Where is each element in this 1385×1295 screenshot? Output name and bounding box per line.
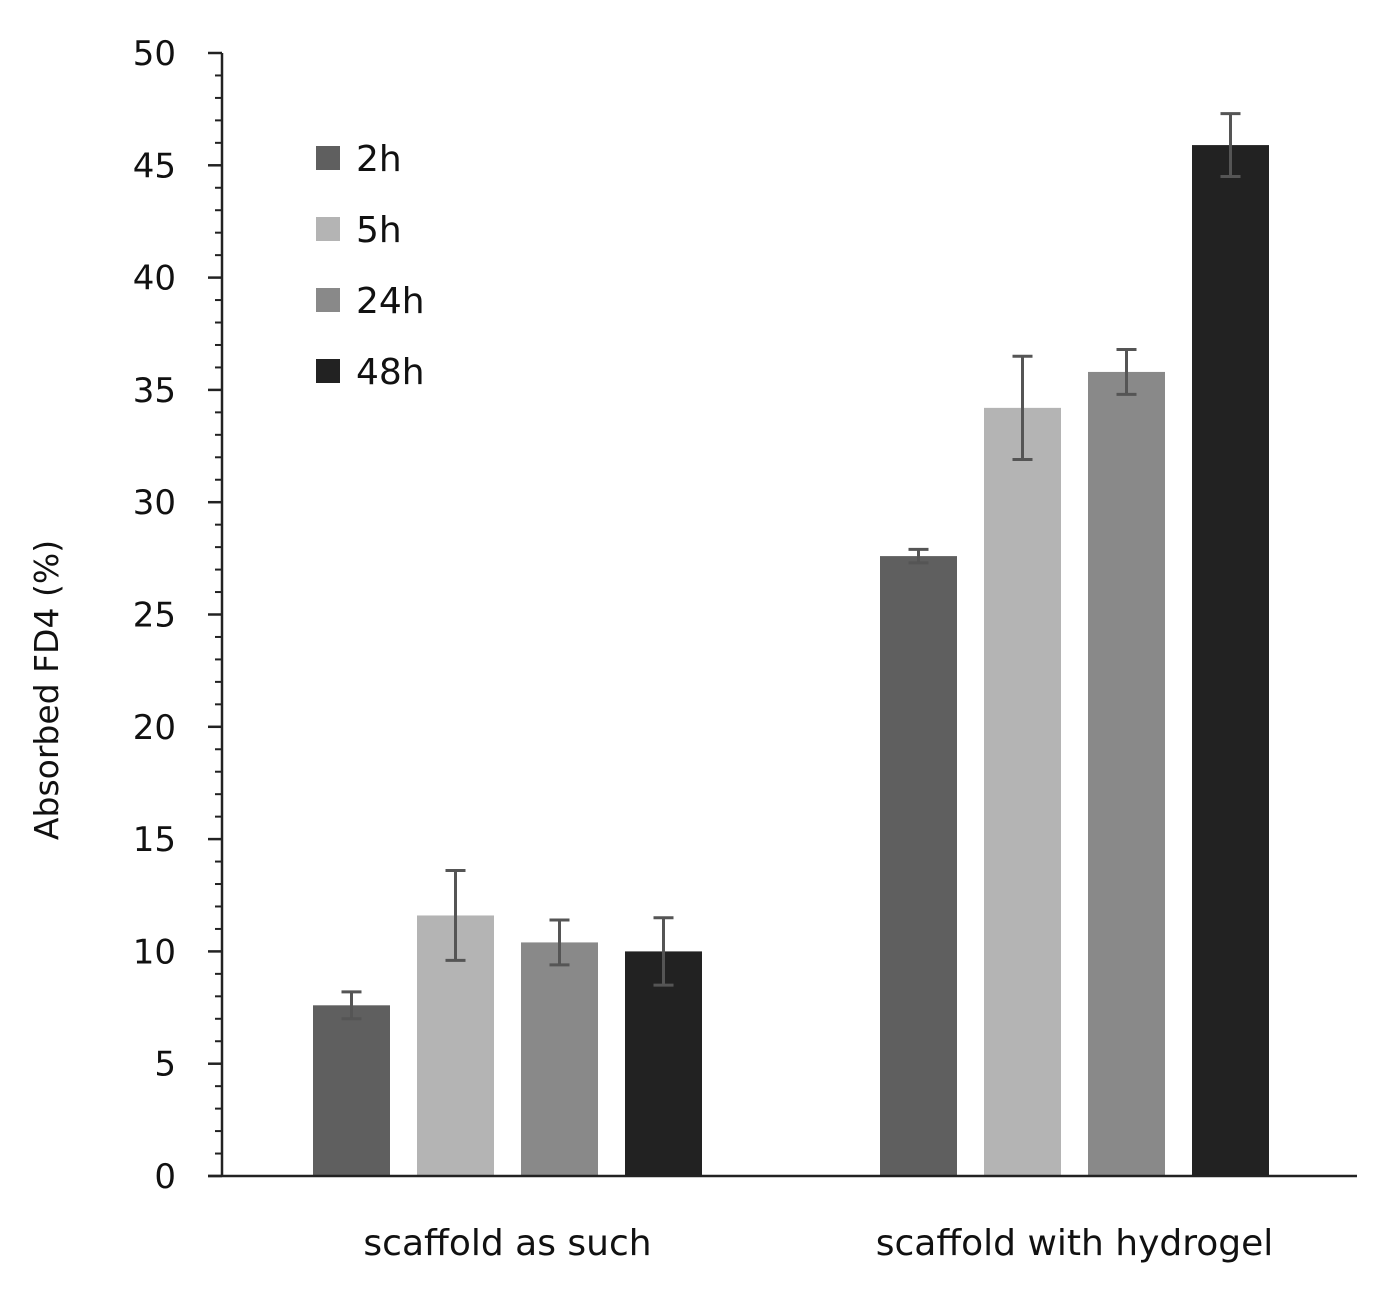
legend-swatch-2h: [316, 146, 340, 170]
y-tick-label: 25: [133, 596, 176, 636]
bar-2h-scaffold-with-hydrogel: [880, 556, 957, 1176]
x-category-label: scaffold with hydrogel: [876, 1223, 1274, 1264]
y-axis-title: Absorbed FD4 (%): [27, 540, 66, 840]
bar-24h-scaffold-as-such: [521, 942, 598, 1176]
x-category-label: scaffold as such: [363, 1223, 651, 1264]
legend-swatch-5h: [316, 217, 340, 241]
bar-48h-scaffold-as-such: [625, 951, 702, 1176]
bars-layer: [313, 145, 1269, 1177]
y-tick-label: 40: [133, 259, 176, 299]
bar-5h-scaffold-with-hydrogel: [984, 407, 1061, 1176]
legend-swatch-48h: [316, 359, 340, 383]
y-tick-label: 30: [133, 483, 176, 523]
legend-label-48h: 48h: [356, 352, 425, 393]
y-tick-label: 15: [133, 820, 176, 860]
error-bars-layer: [341, 112, 1241, 1021]
y-tick-label: 45: [133, 146, 176, 186]
legend-label-24h: 24h: [356, 281, 425, 322]
bar-48h-scaffold-with-hydrogel: [1192, 145, 1269, 1177]
legend-label-5h: 5h: [356, 210, 402, 251]
bar-2h-scaffold-as-such: [313, 1005, 390, 1176]
legend-label-2h: 2h: [356, 139, 402, 180]
legend-swatch-24h: [316, 288, 340, 312]
bar-24h-scaffold-with-hydrogel: [1088, 371, 1165, 1176]
legend: 2h 5h 24h 48h: [316, 139, 425, 393]
y-tick-label: 20: [133, 708, 176, 748]
x-category-labels: scaffold as such scaffold with hydrogel: [363, 1223, 1273, 1264]
y-tick-label: 35: [133, 371, 176, 411]
y-tick-label: 10: [133, 932, 176, 972]
y-tick-label: 50: [133, 34, 176, 74]
y-tick-label: 0: [154, 1157, 176, 1197]
y-tick-label: 5: [154, 1045, 176, 1085]
y-ticks-layer: 0 5 10 15 20 25 30 35 40 45 50: [133, 34, 222, 1197]
